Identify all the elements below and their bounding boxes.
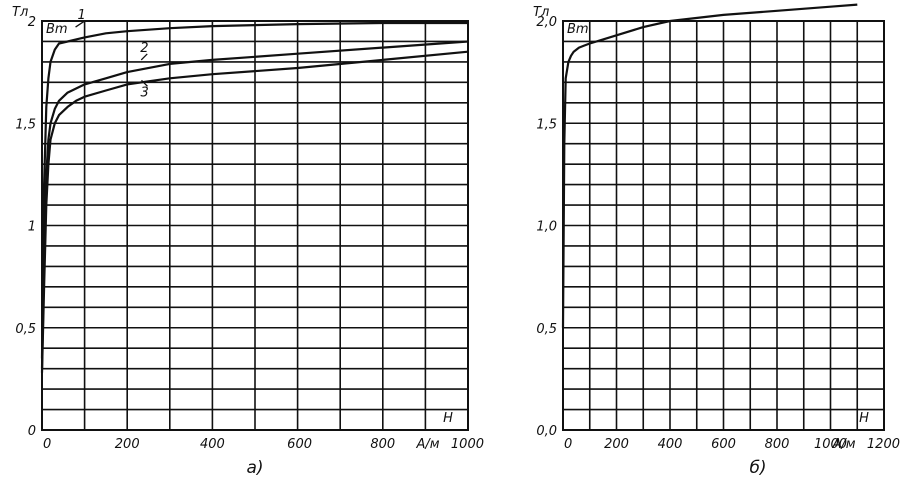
x-tick-label-b: 0 [564, 437, 572, 452]
curve-b-1 [561, 3, 858, 328]
curve-a-3 [40, 50, 469, 373]
curve-leader-a-2 [140, 53, 148, 61]
x-axis-label-a: Н [443, 411, 453, 426]
y-tick-label-a: 2 [28, 15, 36, 30]
x-tick-label-a: 200 [115, 437, 140, 452]
y-variable-label-a: Вm [46, 22, 68, 37]
y-variable-label-b: Вm [567, 22, 589, 37]
y-tick-label-a: 1 [28, 220, 36, 235]
curves-b [561, 3, 858, 328]
x-tick-label-b: 1000 [814, 437, 847, 452]
x-tick-label-b: 1200 [867, 437, 900, 452]
x-axis-label-b: Н [859, 411, 869, 426]
y-tick-label-b: 2,0 [536, 15, 557, 30]
y-tick-label-b: 1,5 [536, 117, 557, 132]
curve-label-a-1: 1 [78, 8, 86, 23]
curve-a-1 [40, 21, 468, 359]
y-tick-label-b: 1,0 [536, 220, 557, 235]
chart-panel-a: 1 2 3 0 0,5 1 1,5 2 0 200 400 800 1000 600 А/м Н Тл Вm а) [12, 5, 484, 478]
x-tick-label-b: 800 [765, 437, 790, 452]
curves-a [40, 21, 469, 373]
y-axis-label-a: Тл [12, 5, 28, 20]
y-tick-label-a: 0 [28, 424, 36, 439]
panel-caption-a: а) [246, 458, 263, 478]
x-tick-label-b: 200 [604, 437, 629, 452]
curve-label-a-3: 3 [141, 85, 149, 100]
x-tick-label-a: 400 [200, 437, 225, 452]
curve-leader-a-1 [75, 20, 85, 28]
labels-a: 1 2 3 0 0,5 1 1,5 2 0 200 400 800 1000 600 А/м Н Тл Вm а) [12, 5, 484, 478]
y-axis-label-b: Тл [533, 5, 549, 20]
curve-a-2 [40, 40, 469, 369]
x-tick-label-a: 0 [43, 437, 51, 452]
x-tick-label-a: 1000 [451, 437, 484, 452]
chart-panel-b: 0,0 0,5 1,0 1,5 2,0 0 200 400 600 800 1000 1200 А/м Н… [533, 3, 900, 478]
grid-lines-a [41, 20, 469, 431]
panel-caption-b: б) [749, 458, 766, 478]
y-tick-label-b: 0,0 [536, 424, 557, 439]
plot-frame-a [41, 20, 469, 431]
y-tick-label-a: 0,5 [15, 322, 36, 337]
y-tick-label-a: 1,5 [15, 117, 36, 132]
curve-leader-a-3 [141, 79, 148, 87]
grid-lines-b [562, 20, 885, 431]
x-tick-label-b: 600 [711, 437, 736, 452]
curve-label-a-2: 2 [140, 41, 148, 56]
x-unit-label-a: А/м [415, 437, 439, 452]
x-unit-label-b: А/м [831, 437, 855, 452]
labels-b: 0,0 0,5 1,0 1,5 2,0 0 200 400 600 800 1000 1200 А/м Н… [533, 5, 900, 478]
y-tick-label-b: 0,5 [536, 322, 557, 337]
x-tick-label-a: 600 [287, 437, 312, 452]
x-tick-label-b: 400 [658, 437, 683, 452]
x-tick-label-a: 800 [370, 437, 395, 452]
